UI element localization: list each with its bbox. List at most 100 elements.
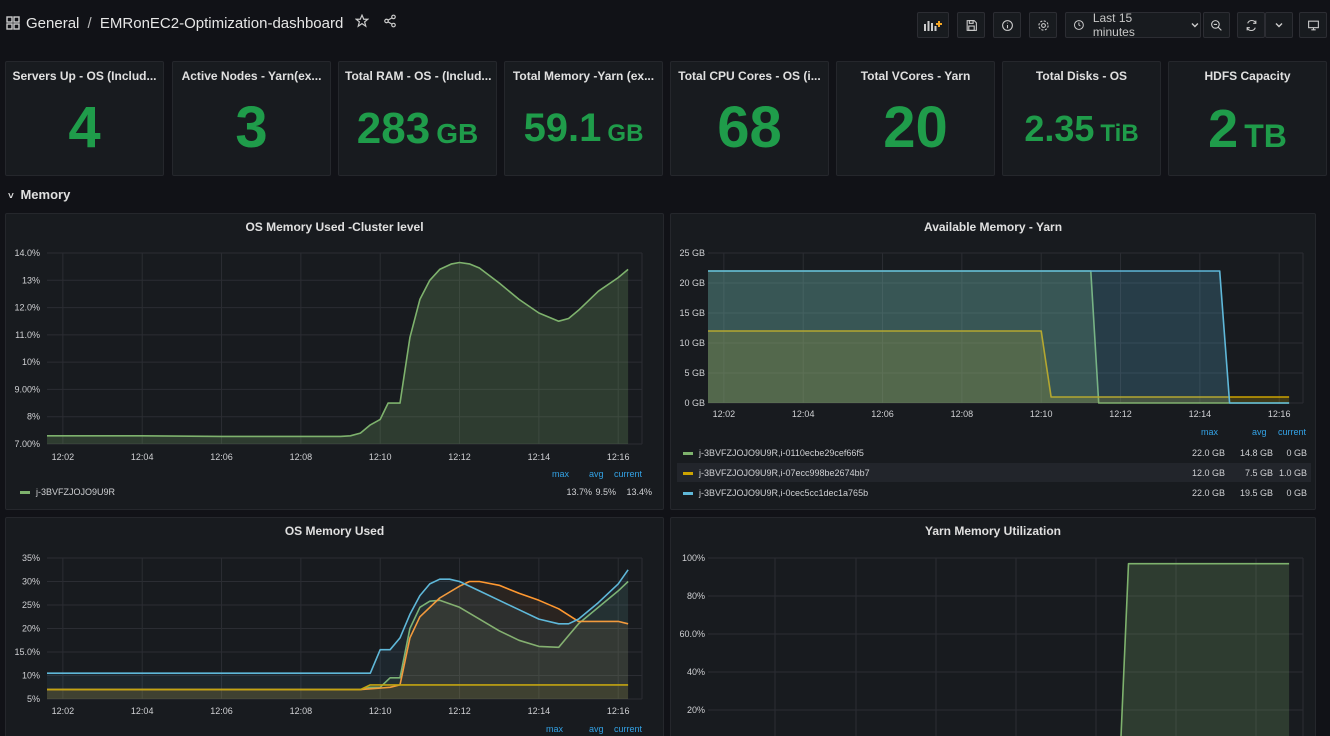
stat-value: 20: [837, 94, 994, 161]
stat-number: 2: [1208, 99, 1239, 159]
tv-mode-button[interactable]: [1299, 12, 1327, 38]
refresh-interval-dropdown[interactable]: [1265, 12, 1293, 38]
stat-title: Total Disks - OS: [1035, 69, 1128, 83]
legend-series-name: j-3BVFZJOJO9U9R,i-0cec5cc1dec1a765b: [699, 488, 869, 498]
series-line: [47, 261, 629, 438]
y-tick-label: 80%: [687, 591, 705, 601]
time-range-picker[interactable]: Last 15 minutes: [1065, 11, 1201, 39]
series-line: [47, 684, 629, 691]
series-area: [1121, 563, 1290, 736]
y-tick-label: 100%: [682, 553, 705, 563]
legend-max: 22.0 GB: [1191, 488, 1225, 498]
x-tick-label: 12:04: [131, 452, 154, 462]
legend-avg: 19.5 GB: [1239, 488, 1273, 498]
yarn-memory-utilization-chart: 20% 40% 60.0% 80% 100%: [679, 553, 1304, 736]
x-tick-label: 12:16: [1268, 409, 1291, 419]
y-tick-label: 15 GB: [679, 308, 705, 318]
x-tick-label: 12:12: [1109, 409, 1132, 419]
y-tick-label: 15.0%: [14, 647, 40, 657]
legend-swatch: [20, 491, 30, 495]
series-line: [708, 270, 1290, 404]
stat-value: 283 GB: [339, 104, 496, 154]
y-tick-label: 0 GB: [684, 398, 705, 408]
breadcrumb-folder[interactable]: General: [26, 14, 80, 32]
dashboard-info-button[interactable]: [993, 12, 1021, 38]
x-tick-label: 12:02: [52, 706, 75, 716]
stat-title: Total Memory -Yarn (ex...: [512, 69, 655, 83]
panel-yarn-memory-utilization[interactable]: Yarn Memory Utilization 20% 40% 60.0% 80% 10…: [670, 517, 1316, 736]
y-tick-label: 60.0%: [679, 629, 705, 639]
series-line: [1120, 562, 1290, 736]
stat-value: 4: [6, 94, 163, 161]
share-icon[interactable]: [383, 14, 397, 32]
legend-row[interactable]: j-3BVFZJOJO9U9R 13.7% 9.5% 13.4%: [20, 487, 660, 501]
stat-title: HDFS Capacity: [1204, 69, 1291, 83]
legend-header-avg: avg: [589, 724, 604, 734]
refresh-icon: [1246, 19, 1256, 31]
dashboards-grid-icon[interactable]: [6, 16, 20, 30]
os-memory-cluster-chart: 7.00% 8% 9.00% 10% 11.0% 12.0% 13% 14.0% 12:02 12…: [14, 248, 643, 462]
stat-panel-servers-up[interactable]: Servers Up - OS (Includ... 4: [5, 61, 164, 176]
legend-current: 0 GB: [1286, 448, 1307, 458]
series-area: [47, 684, 629, 699]
x-tick-label: 12:02: [52, 452, 75, 462]
x-tick-label: 12:06: [210, 706, 233, 716]
save-icon: [966, 19, 977, 31]
add-panel-button[interactable]: [917, 12, 949, 38]
star-icon[interactable]: [354, 13, 370, 32]
series-area: [708, 331, 1290, 403]
x-tick-label: 12:14: [528, 452, 551, 462]
chevron-down-icon: ˅: [8, 191, 14, 202]
legend-header-avg: avg: [1252, 427, 1267, 437]
y-tick-label: 12.0%: [14, 303, 40, 313]
x-tick-label: 12:04: [131, 706, 154, 716]
panel-title: Yarn Memory Utilization: [924, 524, 1062, 538]
stat-number: 59.1: [523, 106, 602, 150]
y-tick-label: 5 GB: [684, 368, 705, 378]
stat-value: 3: [173, 94, 330, 161]
panel-title: Available Memory - Yarn: [923, 220, 1063, 234]
legend-row[interactable]: j-3BVFZJOJO9U9R,i-0110ecbe29cef66f5 22.0…: [677, 443, 1311, 462]
stat-title: Active Nodes - Yarn(ex...: [181, 69, 322, 83]
y-tick-label: 10%: [22, 671, 40, 681]
x-tick-label: 12:10: [369, 452, 392, 462]
x-tick-label: 12:14: [528, 706, 551, 716]
legend-row[interactable]: j-3BVFZJOJO9U9R,i-07ecc998be2674bb7 12.0…: [677, 463, 1311, 482]
y-tick-label: 8%: [27, 412, 40, 422]
legend-header-max: max: [552, 469, 570, 479]
stat-panel-active-nodes[interactable]: Active Nodes - Yarn(ex... 3: [172, 61, 331, 176]
zoom-out-button[interactable]: [1203, 12, 1230, 38]
dashboard-title[interactable]: EMRonEC2-Optimization-dashboard: [99, 14, 344, 32]
stat-panel-total-memory-yarn[interactable]: Total Memory -Yarn (ex... 59.1 GB: [504, 61, 663, 176]
chevron-down-icon: [1275, 23, 1283, 28]
panel-os-memory-used[interactable]: OS Memory Used 5% 10% 15.0% 20% 25% 30% 35% 12:…: [5, 517, 664, 736]
y-tick-label: 35%: [22, 553, 40, 563]
y-tick-label: 11.0%: [15, 330, 40, 340]
stat-panel-total-disks[interactable]: Total Disks - OS 2.35 TiB: [1002, 61, 1161, 176]
stat-title: Total CPU Cores - OS (i...: [678, 69, 821, 83]
legend-current: 1.0 GB: [1278, 468, 1307, 478]
legend-row[interactable]: j-3BVFZJOJO9U9R,i-0cec5cc1dec1a765b 22.0…: [677, 483, 1311, 502]
stat-title: Total VCores - Yarn: [860, 69, 971, 83]
stat-title: Total RAM - OS - (Includ...: [345, 69, 492, 83]
series-area: [708, 271, 1290, 403]
legend-avg: 9.5%: [595, 487, 616, 497]
stat-panel-total-ram[interactable]: Total RAM - OS - (Includ... 283 GB: [338, 61, 497, 176]
series-line: [708, 330, 1290, 398]
y-tick-label: 30%: [22, 577, 40, 587]
y-tick-label: 7.00%: [14, 439, 40, 449]
panel-available-memory-yarn[interactable]: Available Memory - Yarn 0 GB 5 GB 10 GB 15 …: [670, 213, 1316, 510]
legend-current: 0 GB: [1286, 488, 1307, 498]
save-dashboard-button[interactable]: [957, 12, 985, 38]
dashboard-settings-button[interactable]: [1029, 12, 1057, 38]
series-area: [47, 569, 629, 699]
legend-max: 22.0 GB: [1191, 448, 1225, 458]
refresh-button[interactable]: [1237, 12, 1265, 38]
stat-panel-hdfs-capacity[interactable]: HDFS Capacity 2 TB: [1168, 61, 1327, 176]
stat-unit: GB: [607, 120, 644, 147]
stat-panel-total-cpu-cores[interactable]: Total CPU Cores - OS (i... 68: [670, 61, 829, 176]
row-header-memory[interactable]: ˅ Memory: [8, 187, 70, 202]
panel-os-memory-cluster[interactable]: OS Memory Used -Cluster level 7.00% 8% 9.0…: [5, 213, 664, 510]
stat-panel-total-vcores[interactable]: Total VCores - Yarn 20: [836, 61, 995, 176]
x-tick-label: 12:08: [290, 452, 313, 462]
